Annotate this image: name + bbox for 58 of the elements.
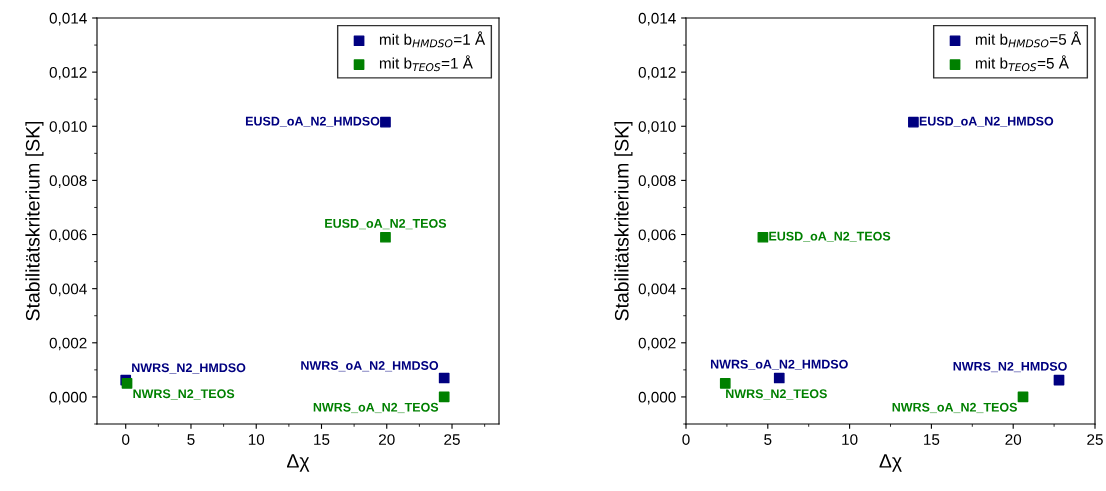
annotation: NWRS_N2_TEOS bbox=[726, 389, 827, 400]
x-tick-label: 10 bbox=[248, 434, 265, 445]
annotation: NWRS_oA_N2_HMDSO bbox=[710, 359, 848, 370]
x-axis-title: Δχ bbox=[879, 454, 902, 472]
point bbox=[757, 231, 769, 243]
annotation: EUSD_oA_N2_HMDSO bbox=[245, 116, 380, 127]
point bbox=[438, 372, 450, 384]
point bbox=[121, 378, 133, 389]
y-tick-label: 0,000 bbox=[638, 391, 676, 405]
annotation: NWRS_N2_HMDSO bbox=[953, 361, 1067, 373]
x-tick-label: 0 bbox=[682, 434, 690, 445]
legend-label: mit b$_{TEOS}$=1 Å bbox=[379, 55, 473, 72]
x-tick-label: 25 bbox=[1087, 434, 1103, 445]
point bbox=[908, 116, 919, 128]
legend-label: mit b$_{HMDSO}$=5 Å bbox=[975, 31, 1082, 48]
y-tick-label: 0,012 bbox=[638, 67, 676, 80]
y-tick-label: 0,012 bbox=[49, 67, 87, 80]
legend-label: mit b$_{HMDSO}$=1 Å bbox=[379, 31, 486, 48]
x-tick-label: 25 bbox=[444, 434, 460, 445]
annotation: EUSD_oA_N2_HMDSO bbox=[919, 116, 1054, 127]
y-tick-label: 0,014 bbox=[49, 12, 87, 26]
y-tick-label: 0,014 bbox=[638, 12, 676, 26]
point bbox=[438, 391, 450, 403]
point bbox=[773, 372, 785, 384]
y-tick-label: 0,000 bbox=[49, 391, 87, 405]
x-tick-label: 20 bbox=[379, 434, 395, 445]
y-axis-title: Stabilitätskriterium [SK] bbox=[25, 121, 44, 321]
y-tick-label: 0,006 bbox=[49, 229, 87, 243]
x-tick-label: 20 bbox=[1005, 434, 1022, 445]
x-tick-label: 0 bbox=[122, 434, 130, 445]
x-tick-label: 5 bbox=[764, 434, 772, 445]
annotation: NWRS_N2_HMDSO bbox=[132, 363, 246, 374]
x-tick-label: 10 bbox=[842, 434, 858, 445]
y-tick-label: 0,004 bbox=[49, 283, 87, 297]
y-axis-title: Stabilitätskriterium [SK] bbox=[614, 121, 633, 321]
x-tick-label: 5 bbox=[187, 434, 195, 445]
annotation: NWRS_oA_N2_HMDSO bbox=[301, 361, 439, 372]
x-tick-label: 15 bbox=[924, 434, 940, 445]
annotation: NWRS_oA_N2_TEOS bbox=[313, 402, 439, 414]
y-tick-label: 0,008 bbox=[638, 175, 676, 188]
point bbox=[380, 116, 391, 128]
y-tick-label: 0,010 bbox=[638, 121, 676, 134]
annotation: NWRS_N2_TEOS bbox=[133, 389, 235, 400]
x-tick-label: 15 bbox=[314, 434, 330, 445]
legend-label: mit b$_{TEOS}$=5 Å bbox=[975, 55, 1069, 72]
y-tick-label: 0,006 bbox=[638, 229, 676, 243]
y-tick-label: 0,002 bbox=[638, 337, 676, 351]
y-tick-label: 0,010 bbox=[49, 121, 87, 134]
annotation: EUSD_oA_N2_TEOS bbox=[769, 231, 891, 242]
point bbox=[719, 378, 731, 389]
y-tick-label: 0,002 bbox=[49, 337, 87, 351]
x-axis-title: Δχ bbox=[286, 454, 310, 472]
annotation: NWRS_oA_N2_TEOS bbox=[892, 402, 1017, 414]
point bbox=[1053, 374, 1065, 386]
y-tick-label: 0,004 bbox=[638, 283, 676, 297]
y-tick-label: 0,008 bbox=[49, 175, 87, 188]
point bbox=[380, 231, 391, 243]
annotation: EUSD_oA_N2_TEOS bbox=[325, 218, 447, 230]
